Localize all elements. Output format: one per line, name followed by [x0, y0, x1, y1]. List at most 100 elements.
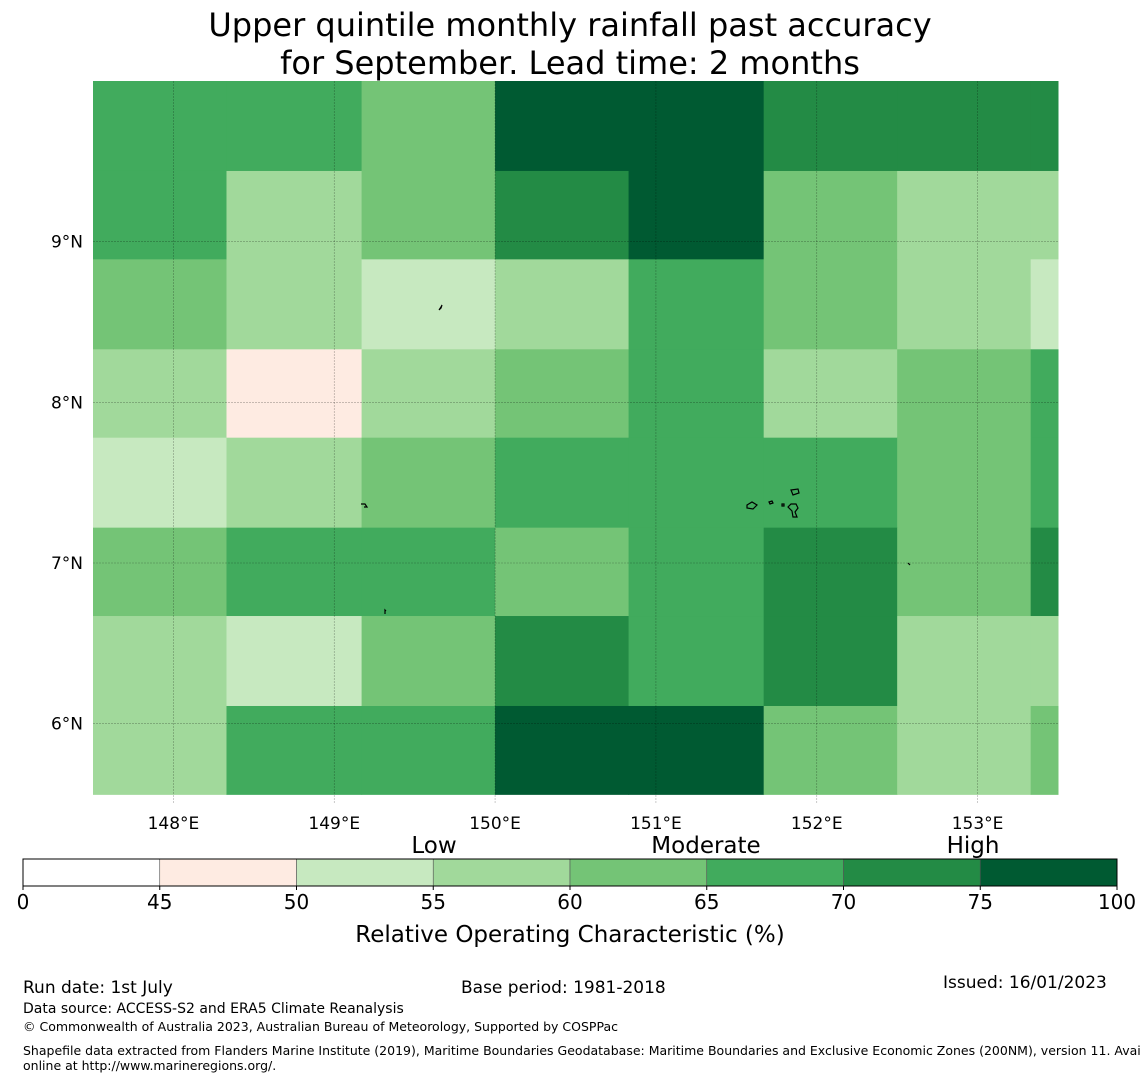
- heatmap-cell: [361, 81, 496, 172]
- x-tick-label: 149°E: [308, 814, 360, 834]
- heatmap-cell: [93, 259, 227, 350]
- heatmap-cell: [897, 437, 1032, 529]
- heatmap-cell: [897, 81, 1032, 172]
- island-outline: [787, 503, 799, 518]
- heatmap-cell: [1030, 81, 1059, 172]
- heatmap-cell: [495, 527, 630, 617]
- island-outline: [781, 503, 785, 507]
- heatmap-cell: [361, 527, 496, 617]
- island-outline: [746, 501, 758, 510]
- heatmap-cell: [1030, 349, 1059, 439]
- heatmap-cell: [628, 170, 765, 260]
- colorbar-tick-label: 75: [968, 890, 993, 914]
- heatmap-cell: [897, 705, 1032, 795]
- colorbar-tick-label: 65: [694, 890, 719, 914]
- x-tick-label: 148°E: [148, 814, 200, 834]
- heatmap-cell: [763, 259, 898, 350]
- colorbar-segment: [569, 858, 708, 887]
- colorbar-tick-label: 60: [557, 890, 582, 914]
- colorbar-segment: [979, 858, 1118, 887]
- heatmap-cell: [495, 81, 630, 172]
- heatmap-cell: [226, 437, 363, 529]
- heatmap-cell: [93, 705, 227, 795]
- heatmap-cell: [628, 527, 765, 617]
- base-period: Base period: 1981-2018: [461, 978, 666, 998]
- colorbar: 0 45 50 55 60 65 70 75 100 Low Moderate High Relativ…: [17, 833, 1136, 948]
- colorbar-tick-label: 70: [831, 890, 856, 914]
- heatmap-cell: [361, 170, 496, 260]
- copyright: © Commonwealth of Australia 2023, Austra…: [23, 1019, 618, 1034]
- heatmap-cell: [93, 81, 227, 172]
- x-tick-label: 150°E: [469, 814, 521, 834]
- x-tick-label: 151°E: [630, 814, 682, 834]
- heatmap-cell: [628, 705, 765, 795]
- x-axis-ticks: 148°E 149°E 150°E 151°E 152°E 153°E: [148, 814, 1004, 834]
- heatmap-cell: [628, 349, 765, 439]
- x-tick-label: 152°E: [791, 814, 843, 834]
- heatmap-cell: [628, 81, 765, 172]
- colorbar-tick-label: 100: [1098, 890, 1136, 914]
- heatmap-cell: [93, 349, 227, 439]
- heatmap-cell: [226, 259, 363, 350]
- heatmap-cell: [628, 616, 765, 707]
- heatmap-cell: [763, 616, 898, 707]
- issued-date: Issued: 16/01/2023: [943, 973, 1107, 993]
- colorbar-segment: [296, 858, 434, 887]
- heatmap-cell: [897, 616, 1032, 707]
- heatmap-cell: [897, 170, 1032, 260]
- heatmap-cell: [1030, 437, 1059, 529]
- shapefile-credit-line-1: Shapefile data extracted from Flanders M…: [23, 1043, 1140, 1058]
- colorbar-segment: [432, 858, 571, 887]
- colorbar-tick-label: 0: [17, 890, 30, 914]
- y-tick-label: 8°N: [51, 393, 83, 413]
- heatmap-cell: [226, 170, 363, 260]
- heatmap-cell: [1030, 705, 1059, 795]
- colorbar-tick-label: 50: [284, 890, 309, 914]
- island-outline: [384, 608, 387, 614]
- heatmap-cell: [495, 705, 630, 795]
- colorbar-tick-label: 45: [147, 890, 172, 914]
- heatmap-cell: [93, 437, 227, 529]
- heatmap-cell: [226, 349, 363, 439]
- heatmap-cell: [1030, 616, 1059, 707]
- heatmap-cell: [628, 259, 765, 350]
- heatmap-cell: [1030, 170, 1059, 260]
- heatmap-cell: [495, 349, 630, 439]
- run-date: Run date: 1st July: [23, 978, 173, 998]
- heatmap-cell: [1030, 259, 1059, 350]
- heatmap-cell: [93, 170, 227, 260]
- chart-title-line-2: for September. Lead time: 2 months: [280, 44, 860, 82]
- heatmap-cell: [763, 349, 898, 439]
- heatmap-cell: [93, 527, 227, 617]
- island-outlines: [361, 304, 911, 614]
- heatmap-cell: [763, 527, 898, 617]
- heatmap-cell: [361, 259, 496, 350]
- heatmap-cell: [93, 616, 227, 707]
- heatmap-cell: [361, 349, 496, 439]
- colorbar-category-label: Low: [411, 833, 456, 859]
- heatmap-cell: [361, 437, 496, 529]
- island-outline: [768, 500, 774, 505]
- y-tick-label: 7°N: [51, 554, 83, 574]
- colorbar-segment: [159, 858, 297, 887]
- heatmap-cell: [763, 705, 898, 795]
- colorbar-category-label: High: [947, 833, 1000, 859]
- heatmap-cell: [226, 616, 363, 707]
- heatmap-cell: [226, 527, 363, 617]
- data-source: Data source: ACCESS-S2 and ERA5 Climate …: [23, 1001, 404, 1017]
- heatmap-cell: [361, 616, 496, 707]
- colorbar-category-label: Moderate: [651, 833, 760, 859]
- island-outline: [438, 304, 443, 311]
- heatmap-cell: [897, 527, 1032, 617]
- heatmap-cell: [495, 259, 630, 350]
- colorbar-segment: [22, 858, 161, 887]
- heatmap-cell: [495, 437, 630, 529]
- island-outline: [361, 503, 369, 508]
- heatmap-cell: [495, 170, 630, 260]
- heatmap-cells: [93, 81, 1059, 795]
- y-tick-label: 9°N: [51, 233, 83, 253]
- colorbar-axis-label: Relative Operating Characteristic (%): [355, 922, 784, 948]
- heatmap-cell: [763, 437, 898, 529]
- heatmap-cell: [763, 170, 898, 260]
- colorbar-tick-label: 55: [421, 890, 446, 914]
